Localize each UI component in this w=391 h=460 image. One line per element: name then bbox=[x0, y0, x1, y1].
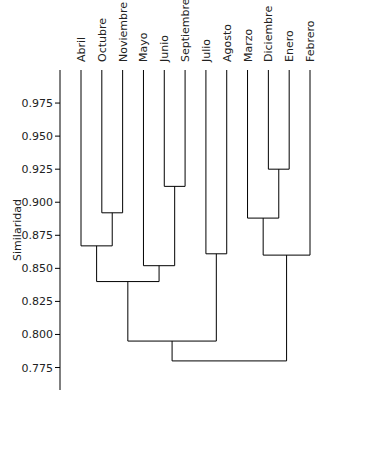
merge-link bbox=[172, 255, 287, 361]
y-tick-label: 0.950 bbox=[22, 130, 54, 143]
y-tick-label: 0.875 bbox=[22, 229, 54, 242]
dendrogram-chart: 0.975 0.950 0.925 0.900 0.875 0.850 0.825 0.800… bbox=[0, 0, 391, 460]
y-tick-label: 0.850 bbox=[22, 262, 54, 275]
leaf-label: Mayo bbox=[137, 32, 150, 62]
leaf-label: Febrero bbox=[304, 20, 317, 62]
y-tick-label: 0.900 bbox=[22, 196, 54, 209]
y-tick bbox=[55, 136, 60, 137]
merge-link bbox=[164, 70, 185, 186]
y-tick-label: 0.975 bbox=[22, 97, 54, 110]
merge-link bbox=[102, 70, 123, 213]
leaf-label: Noviembre bbox=[117, 2, 130, 62]
leaf-label: Enero bbox=[283, 30, 296, 62]
y-tick bbox=[55, 169, 60, 170]
leaf-label: Abril bbox=[75, 37, 88, 62]
leaf-label: Agosto bbox=[221, 24, 234, 62]
y-tick-label: 0.825 bbox=[22, 295, 54, 308]
leaf-label: Septiembre bbox=[179, 0, 192, 62]
y-tick bbox=[55, 202, 60, 203]
dendrogram-links bbox=[81, 70, 310, 361]
y-tick bbox=[55, 103, 60, 104]
leaf-label: Diciembre bbox=[262, 6, 275, 62]
merge-link bbox=[128, 254, 216, 341]
y-tick bbox=[55, 334, 60, 335]
leaf-label: Julio bbox=[200, 39, 213, 63]
merge-link bbox=[81, 70, 112, 246]
merge-link bbox=[206, 70, 227, 254]
merge-link bbox=[263, 70, 310, 255]
merge-link bbox=[268, 70, 289, 169]
leaf-label: Junio bbox=[158, 35, 171, 63]
merge-link bbox=[143, 70, 174, 266]
leaf-label: Marzo bbox=[242, 28, 255, 62]
y-tick-label: 0.925 bbox=[22, 163, 54, 176]
y-tick bbox=[55, 367, 60, 368]
y-axis-label: Similaridad bbox=[11, 199, 24, 261]
y-axis-line bbox=[60, 70, 61, 390]
y-tick-label: 0.775 bbox=[22, 362, 54, 375]
y-tick bbox=[55, 235, 60, 236]
merge-link bbox=[97, 246, 159, 282]
merge-link bbox=[248, 70, 279, 218]
y-tick bbox=[55, 301, 60, 302]
leaf-label: Octubre bbox=[96, 18, 109, 62]
y-tick bbox=[55, 268, 60, 269]
y-tick-label: 0.800 bbox=[22, 328, 54, 341]
